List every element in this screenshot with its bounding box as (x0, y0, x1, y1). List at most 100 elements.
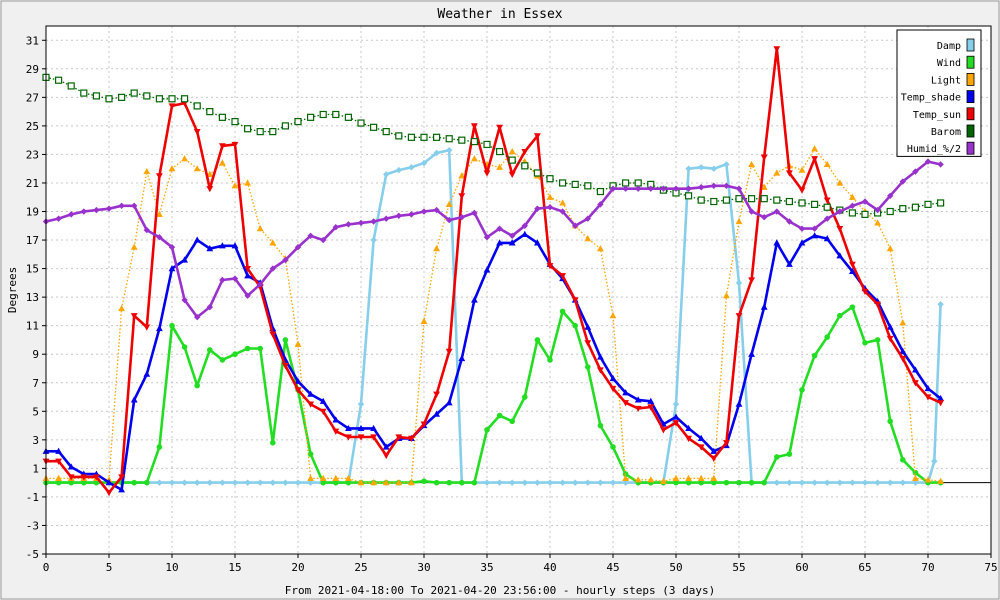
light-point (130, 243, 138, 250)
x-tick-label: 50 (669, 561, 682, 574)
light-point (559, 199, 566, 206)
wind-point (862, 340, 868, 346)
light-point (307, 474, 314, 481)
x-tick-label: 5 (106, 561, 113, 574)
y-tick-label: 3 (32, 434, 39, 447)
damp-point (912, 479, 919, 486)
barom-point (80, 89, 88, 97)
temp-shade-point (634, 396, 642, 403)
legend-swatch-temp-sun (966, 107, 975, 121)
humid-2-point (206, 303, 213, 311)
light-point (773, 169, 781, 176)
damp-point (786, 479, 793, 486)
damp-point (811, 479, 818, 486)
temp-shade-point (156, 324, 163, 332)
light-point (735, 217, 743, 225)
wind-point (282, 337, 289, 343)
humid-2-point (357, 219, 365, 227)
x-tick-label: 0 (43, 561, 50, 574)
x-tick-label: 60 (795, 561, 808, 574)
damp-point (521, 479, 528, 486)
temp-shade-point (307, 390, 314, 397)
humid-2-point (874, 206, 881, 214)
temp-shade-point (937, 394, 944, 402)
temp-shade-point (622, 389, 629, 396)
damp-point (698, 164, 705, 171)
legend-label-light: Light (931, 75, 961, 86)
humid-2-point (420, 208, 428, 215)
barom-point (67, 82, 75, 90)
temp-shade-point (912, 366, 919, 373)
barom-point (483, 140, 491, 149)
light-point (181, 155, 188, 162)
barom-point (861, 210, 869, 218)
damp-point (622, 479, 629, 486)
humid-2-point (496, 225, 503, 232)
wind-point (774, 454, 780, 460)
humid-2-point (798, 225, 806, 232)
humid-2-point (773, 208, 780, 215)
temp-sun-point (760, 154, 768, 161)
barom-point (760, 195, 768, 203)
damp-point (433, 149, 440, 157)
humid-2-point (68, 211, 75, 218)
light-point (634, 476, 642, 483)
temp-sun-point (508, 171, 516, 179)
temp-shade-point (584, 323, 592, 330)
damp-point (168, 479, 176, 486)
temp-shade-point (118, 486, 125, 493)
damp-point (609, 479, 617, 486)
wind-point (207, 347, 213, 353)
damp-point (446, 146, 453, 154)
temp-shade-point (496, 239, 503, 246)
temp-sun-point (370, 434, 377, 441)
wind-point (597, 422, 604, 429)
wind-point (547, 357, 553, 363)
barom-point (722, 196, 731, 204)
light-point (357, 479, 365, 486)
damp-point (849, 479, 856, 486)
wind-point (68, 479, 74, 486)
temp-sun-point (332, 428, 340, 435)
damp-point (181, 479, 188, 486)
humid-2-point (219, 276, 226, 284)
humid-2-series (42, 158, 944, 321)
humid-2-point (458, 214, 465, 221)
barom-point (798, 199, 806, 207)
y-tick-label: 27 (26, 91, 39, 104)
humid-2-point (761, 214, 768, 221)
temp-shade-point (332, 416, 340, 423)
temp-sun-point (937, 400, 944, 407)
damp-point (597, 479, 604, 486)
temp-sun-point (874, 301, 881, 308)
light-point (231, 182, 239, 189)
wind-point (559, 308, 566, 315)
temp-shade-point (710, 447, 718, 454)
barom-point (281, 122, 289, 130)
temp-sun-point (710, 455, 718, 462)
light-point (748, 160, 755, 168)
humid-2-point (748, 208, 755, 215)
temp-sun-point (408, 435, 415, 443)
plot-border (45, 25, 992, 555)
barom-point (294, 118, 302, 126)
temp-sun-point (521, 148, 529, 156)
temp-sun-point (382, 452, 390, 460)
wind-point (522, 394, 528, 400)
barom-point (584, 182, 592, 190)
barom-point (747, 195, 756, 203)
humid-2-point (231, 275, 239, 282)
y-tick-label: -5 (26, 548, 39, 561)
chart-title: Weather in Essex (437, 7, 562, 22)
wind-point (723, 479, 730, 486)
barom-point (370, 123, 378, 131)
temp-sun-point (345, 434, 352, 441)
temp-sun-point (395, 434, 403, 441)
humid-2-point (861, 198, 869, 205)
temp-shade-point (672, 413, 680, 420)
legend-swatch-damp (966, 38, 975, 52)
barom-point (206, 108, 214, 116)
humid-2-point (244, 292, 251, 299)
barom-point (54, 76, 63, 84)
